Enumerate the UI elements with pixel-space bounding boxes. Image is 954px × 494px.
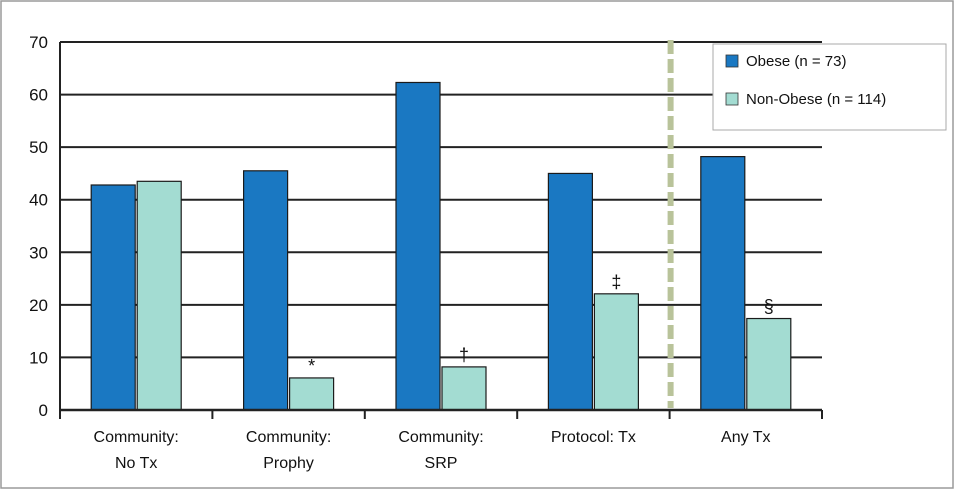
significance-mark: ‡ (611, 272, 621, 292)
category-label: Community: (94, 429, 179, 446)
y-axis-ticks: 0 10 20 30 40 50 60 70 (29, 33, 61, 420)
bar-non-obese (136, 180, 182, 411)
bar-non-obese (746, 317, 792, 411)
legend-entry: Non-Obese (n = 114) (746, 91, 886, 108)
significance-mark: † (459, 345, 469, 365)
y-tick-label: 70 (29, 33, 48, 52)
category-label: SRP (425, 455, 458, 472)
significance-mark: * (308, 356, 315, 376)
x-axis: Community: No Tx Community: Prophy Community… (59, 408, 823, 472)
bar-non-obese (289, 377, 335, 411)
category-label: Community: (246, 429, 331, 446)
y-tick-label: 40 (29, 191, 48, 210)
category-label: No Tx (115, 455, 157, 472)
bar-obese (547, 172, 594, 411)
bar-non-obese (441, 366, 487, 411)
category-label: Protocol: Tx (551, 429, 636, 446)
bar-obese (395, 81, 441, 411)
category-label: Any Tx (721, 429, 771, 446)
significance-mark: § (764, 297, 774, 317)
y-tick-label: 0 (39, 401, 48, 420)
legend: Obese (n = 73) Non-Obese (n = 114) (712, 43, 947, 131)
category-label: Community: (398, 429, 483, 446)
bar-annotations: * † ‡ § (308, 272, 774, 376)
legend-box (712, 43, 947, 131)
legend-entry: Obese (n = 73) (746, 53, 846, 70)
legend-swatch (725, 92, 739, 106)
y-tick-label: 60 (29, 86, 48, 105)
bars (90, 81, 792, 411)
y-tick-label: 20 (29, 296, 48, 315)
y-tick-label: 10 (29, 348, 48, 367)
category-label: Prophy (263, 455, 314, 472)
y-tick-label: 50 (29, 138, 48, 157)
bar-obese (243, 170, 289, 411)
legend-swatch (725, 54, 739, 68)
bar-obese (700, 156, 746, 411)
bar-non-obese (593, 293, 640, 411)
bar-obese (90, 184, 136, 411)
y-tick-label: 30 (29, 243, 48, 262)
